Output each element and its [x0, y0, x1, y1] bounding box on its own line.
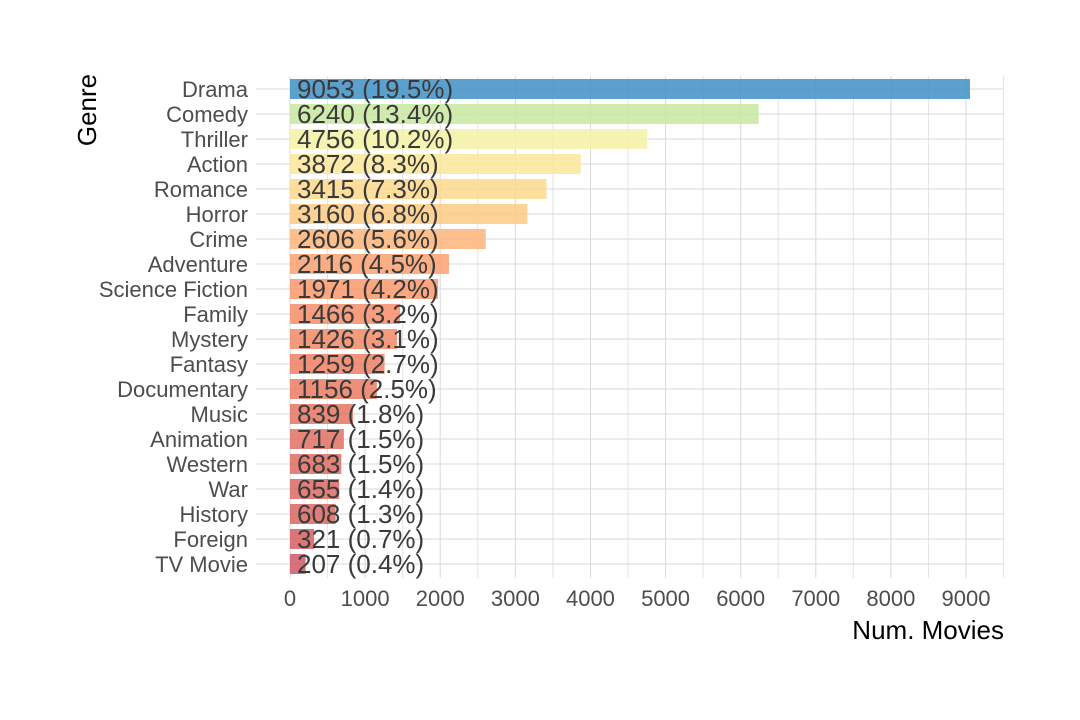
bar-value-label: 321 (0.7%)	[297, 524, 424, 554]
bar-value-label: 4756 (10.2%)	[297, 124, 453, 154]
bar-value-label: 717 (1.5%)	[297, 424, 424, 454]
bar	[290, 304, 401, 324]
bar-value-label: 3160 (6.8%)	[297, 199, 439, 229]
bar-value-label: 2116 (4.5%)	[297, 249, 437, 279]
y-tick-label: Adventure	[148, 252, 248, 277]
y-tick-labels: DramaComedyThrillerActionRomanceHorrorCr…	[99, 77, 249, 577]
bar-value-label: 1466 (3.2%)	[297, 299, 439, 329]
x-tick-label: 5000	[641, 586, 690, 611]
bar	[290, 204, 528, 224]
y-tick-label: TV Movie	[155, 552, 248, 577]
bar	[290, 529, 315, 549]
bar	[290, 279, 439, 299]
bar	[290, 504, 336, 524]
y-tick-label: History	[180, 502, 248, 527]
bar-value-label: 1259 (2.7%)	[297, 349, 439, 379]
bar	[290, 229, 486, 249]
x-tick-label: 9000	[942, 586, 991, 611]
bar-value-label: 6240 (13.4%)	[297, 99, 453, 129]
bar-value-label: 1156 (2.5%)	[297, 374, 437, 404]
x-tick-label: 8000	[866, 586, 915, 611]
x-tick-label: 6000	[716, 586, 765, 611]
y-tick-label: Romance	[154, 177, 248, 202]
x-tick-label: 0	[284, 586, 296, 611]
data-labels: 9053 (19.5%)6240 (13.4%)4756 (10.2%)3872…	[297, 74, 453, 579]
y-tick-label: Comedy	[166, 102, 248, 127]
bar	[290, 254, 449, 274]
x-tick-label: 2000	[416, 586, 465, 611]
bar-value-label: 3872 (8.3%)	[297, 149, 439, 179]
bar-value-label: 9053 (19.5%)	[297, 74, 453, 104]
bar	[290, 429, 344, 449]
bar	[290, 179, 547, 199]
x-axis-title: Num. Movies	[852, 615, 1004, 645]
bar-value-label: 2606 (5.6%)	[297, 224, 439, 254]
y-axis-title: Genre	[72, 74, 102, 146]
y-tick-label: Documentary	[117, 377, 248, 402]
y-tick-label: Science Fiction	[99, 277, 248, 302]
bars	[290, 79, 970, 574]
bar	[290, 379, 377, 399]
bar-value-label: 1426 (3.1%)	[297, 324, 439, 354]
y-tick-label: Fantasy	[170, 352, 248, 377]
y-tick-label: Animation	[150, 427, 248, 452]
y-tick-label: Horror	[186, 202, 248, 227]
x-tick-labels: 0 1000 2000 3000 4000 5000 6000 7000 8000 9000	[284, 586, 991, 611]
x-tick-label: 7000	[791, 586, 840, 611]
bar	[290, 404, 354, 424]
y-tick-label: Western	[166, 452, 248, 477]
bar	[290, 329, 398, 349]
y-tick-label: War	[208, 477, 248, 502]
bar	[290, 104, 759, 124]
bar	[290, 554, 306, 574]
x-tick-label: 4000	[566, 586, 615, 611]
x-tick-label: 1000	[341, 586, 390, 611]
bar	[290, 354, 385, 374]
y-tick-label: Music	[191, 402, 248, 427]
bar	[290, 454, 342, 474]
bar	[290, 479, 340, 499]
y-tick-label: Action	[187, 152, 248, 177]
y-tick-label: Drama	[182, 77, 249, 102]
bar-value-label: 1971 (4.2%)	[297, 274, 439, 304]
bar-value-label: 3415 (7.3%)	[297, 174, 439, 204]
x-tick-label: 3000	[491, 586, 540, 611]
bar	[290, 154, 581, 174]
y-tick-label: Thriller	[181, 127, 248, 152]
bar-value-label: 608 (1.3%)	[297, 499, 424, 529]
bar-value-label: 207 (0.4%)	[297, 549, 424, 579]
bar	[290, 79, 970, 99]
y-tick-label: Mystery	[171, 327, 248, 352]
bar	[290, 129, 648, 149]
bar-value-label: 655 (1.4%)	[297, 474, 424, 504]
y-tick-label: Family	[183, 302, 248, 327]
y-tick-label: Foreign	[173, 527, 248, 552]
y-tick-label: Crime	[189, 227, 248, 252]
bar-value-label: 839 (1.8%)	[297, 399, 424, 429]
bar-value-label: 683 (1.5%)	[297, 449, 424, 479]
